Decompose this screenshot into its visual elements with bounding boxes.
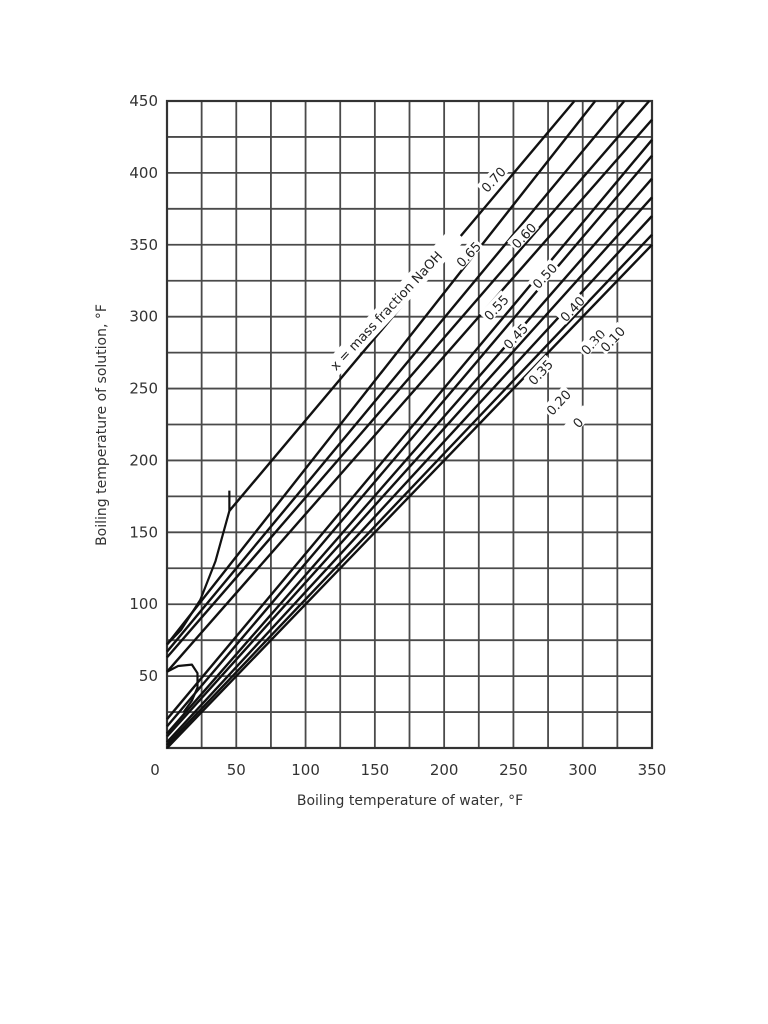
- upper-solubility-curve: [166, 490, 231, 646]
- series-line: [166, 100, 597, 646]
- y-tick-label: 450: [129, 92, 158, 110]
- label-background: [451, 237, 484, 270]
- label-background: [479, 290, 512, 324]
- y-tick-label: 100: [129, 595, 158, 613]
- label-background: [476, 162, 509, 196]
- series-line: [166, 196, 653, 738]
- y-axis-label: Boiling temperature of solution, °F: [94, 304, 110, 546]
- series-line: [166, 100, 626, 653]
- x-tick-label: 200: [430, 761, 459, 779]
- plot-frame: [165, 99, 654, 750]
- y-tick-label: 200: [129, 451, 158, 469]
- legend-background: [323, 227, 466, 378]
- boundary-curves: [166, 490, 231, 713]
- series-line: [166, 154, 653, 728]
- series-line: [166, 139, 653, 720]
- y-tick-label: 150: [129, 523, 158, 541]
- x-tick-label: 100: [291, 761, 320, 779]
- x-tick-label: 300: [568, 761, 597, 779]
- series-line: [166, 100, 651, 659]
- y-tick-label: 50: [139, 667, 158, 685]
- label-background: [541, 385, 574, 419]
- x-axis-ticks: 0 50 100 150 200 250 300 350: [150, 761, 666, 779]
- x-axis-label: Boiling temperature of water, °F: [297, 793, 523, 809]
- label-background: [523, 354, 556, 388]
- series-line: [166, 243, 653, 749]
- series-line: [166, 177, 653, 735]
- series-line: [166, 233, 653, 746]
- y-tick-label: 300: [129, 308, 158, 326]
- y-tick-label: 250: [129, 380, 158, 398]
- y-axis-ticks: 50 100 150 200 250 300 350 400 450: [129, 92, 158, 685]
- label-background: [498, 318, 531, 352]
- x-tick-label: 150: [361, 761, 390, 779]
- y-tick-label: 400: [129, 164, 158, 182]
- y-tick-label: 350: [129, 236, 158, 254]
- label-background: [595, 321, 628, 355]
- label-background: [561, 405, 594, 439]
- x-tick-label: 250: [499, 761, 528, 779]
- series-line: [166, 118, 653, 673]
- x-tick-label: 350: [638, 761, 667, 779]
- lower-solubility-loop: [166, 663, 199, 713]
- x-tick-label: 50: [227, 761, 246, 779]
- x-tick-label: 0: [150, 761, 160, 779]
- label-background: [507, 218, 540, 252]
- label-background: [555, 291, 588, 325]
- label-background: [576, 324, 609, 358]
- label-background: [527, 258, 560, 292]
